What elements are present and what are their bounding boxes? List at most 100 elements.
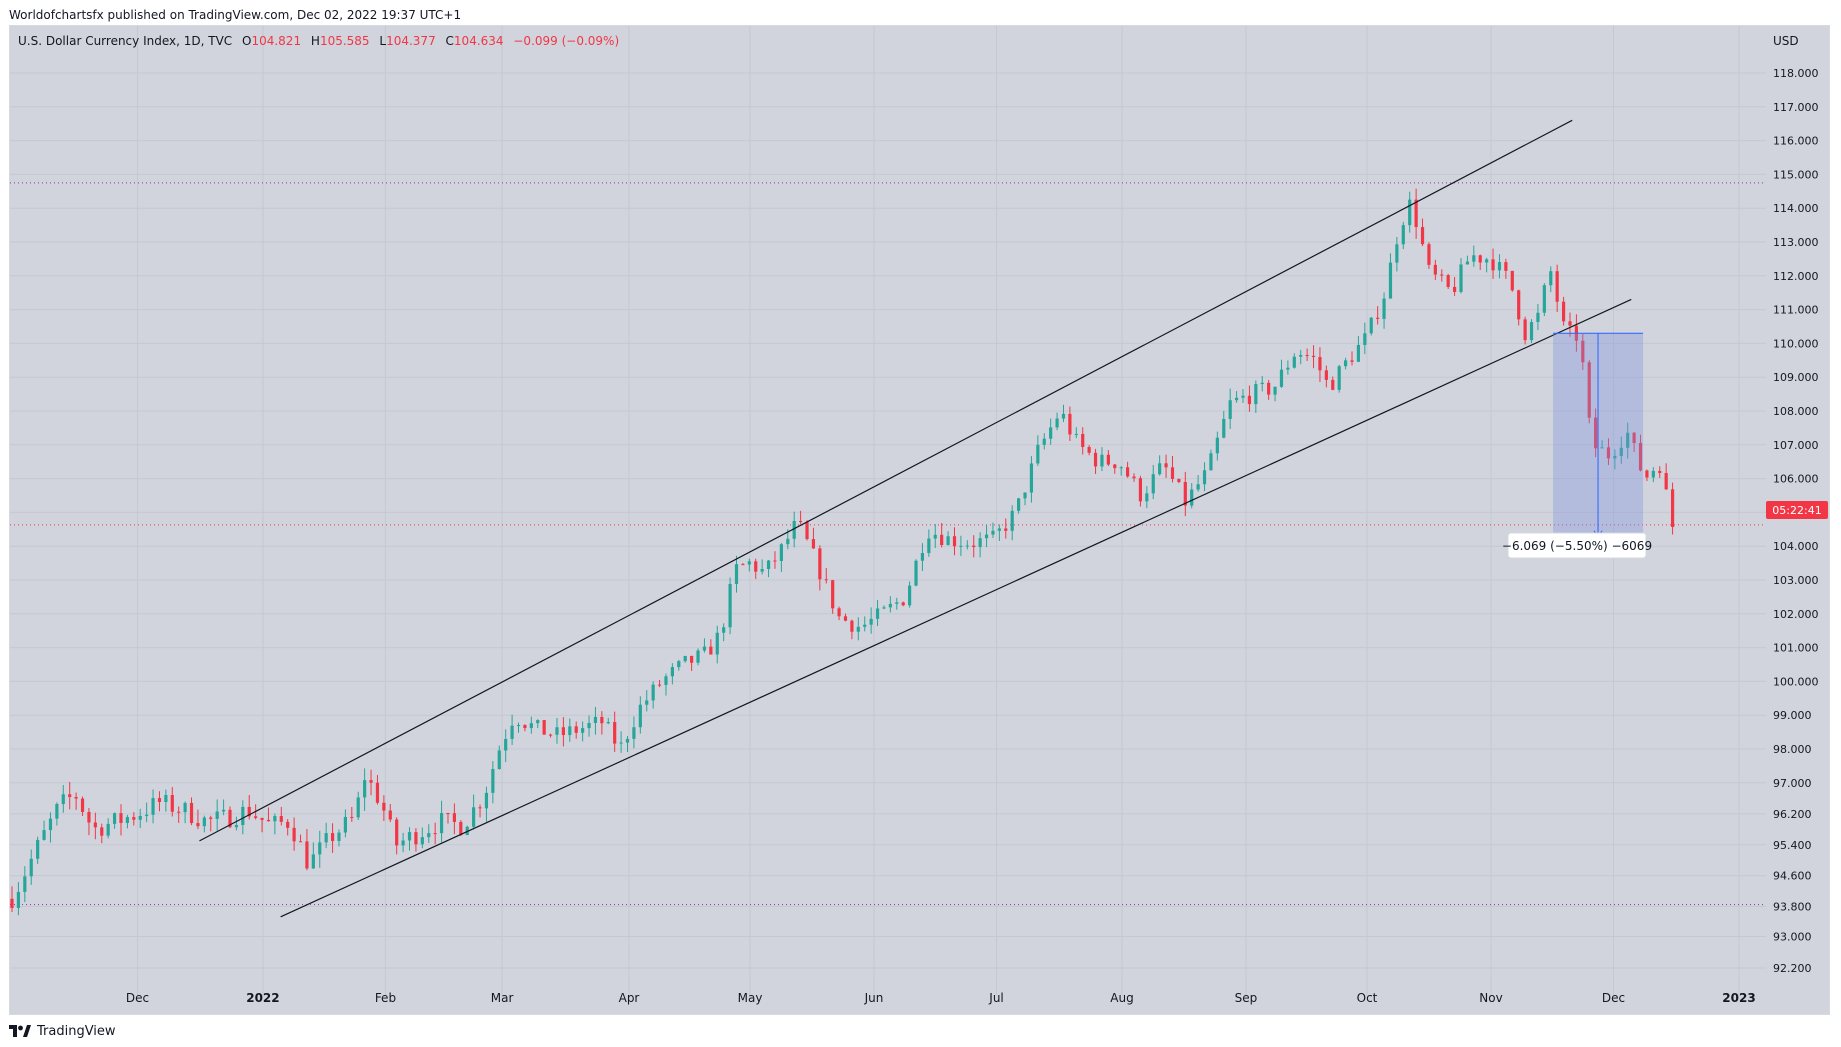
candle-body [1138,478,1143,502]
candle-body [36,839,40,859]
candle-body [824,579,828,581]
candle-body [48,818,53,831]
tradingview-logo-icon[interactable] [9,1025,31,1037]
candle-body [16,891,21,908]
candle-body [10,898,14,908]
candles [10,188,1675,916]
candle-body [247,806,251,817]
candle-body [414,832,418,845]
candle-body [1049,427,1053,439]
lower-channel-line[interactable] [280,298,1632,918]
candle-body [766,560,771,570]
candle-body [1267,382,1271,395]
candle-body [683,655,687,662]
candle-body [1478,255,1482,263]
y-tick-label: 112.000 [1773,270,1819,283]
candle-body [536,720,540,724]
y-tick-label: 106.000 [1773,473,1819,486]
candle-body [1004,528,1008,531]
trend-lines [199,119,1632,918]
y-tick-label: 100.000 [1773,675,1819,688]
candle-body [1234,397,1239,401]
x-tick-label: Feb [375,991,396,1005]
candle-body [1568,321,1572,326]
candle-body [837,608,841,617]
tradingview-brand[interactable]: TradingView [37,1023,116,1039]
candle-body [260,817,264,820]
candle-body [1504,262,1508,271]
candle-body [369,780,373,783]
candle-body [318,842,322,855]
candle-body [375,782,380,803]
chart-frame[interactable] [9,25,1830,1015]
candle-body [1343,360,1348,367]
candle-body [1286,367,1290,370]
candle-body [933,534,937,539]
candle-body [484,792,489,809]
candle-body [1350,360,1354,362]
y-tick-label: 92.200 [1773,962,1812,975]
candle-body [478,807,482,809]
candle-body [773,560,777,562]
candle-body [1132,476,1136,479]
candle-body [927,538,931,554]
candle-body [619,742,623,744]
candle-body [818,548,822,580]
candle-body [266,819,271,822]
x-tick-label: 2022 [246,991,279,1005]
candle-body [1491,259,1495,271]
candle-body [42,830,46,840]
x-tick-label: Mar [491,991,514,1005]
candle-body [901,602,905,606]
candle-body [1465,261,1470,265]
candle-body [568,726,572,736]
candle-body [747,561,751,565]
candle-body [811,539,816,549]
candle-body [1581,340,1585,363]
candle-body [177,811,181,813]
candle-body [1311,355,1316,358]
candle-body [1382,298,1386,319]
y-tick-label: 113.000 [1773,236,1819,249]
candle-body [93,822,97,828]
candle-body [1081,433,1085,448]
candle-body [895,602,899,604]
candle-body [119,813,123,823]
candle-body [1529,322,1534,341]
legend-high-value: 105.585 [320,34,370,48]
candle-body [1459,264,1463,292]
candle-body [1292,356,1296,368]
candle-body [1369,317,1373,334]
candle-body [593,716,598,723]
candle-body [221,809,226,812]
legend-change: −0.099 (−0.09%) [513,34,619,48]
candle-body [112,813,117,824]
candle-body [760,569,764,572]
candle-body [1126,467,1130,477]
candle-body [1183,482,1187,506]
x-tick-label: Sep [1235,991,1258,1005]
legend-low-label: L [379,34,386,48]
candle-body [702,646,707,651]
candle-body [74,797,78,799]
candle-body [587,722,591,729]
candle-body [1170,467,1175,479]
candle-body [234,824,239,828]
candle-body [799,520,803,523]
measure-tool [1553,332,1644,539]
candle-body [805,522,809,540]
candle-body [1087,447,1091,453]
candle-body [632,727,636,739]
candle-body [1600,447,1604,449]
candle-body [1247,395,1252,405]
y-tick-label: 107.000 [1773,439,1819,452]
upper-channel-line[interactable] [199,119,1573,842]
candle-body [1215,437,1219,454]
candle-body [1241,395,1245,398]
y-tick-label: 93.000 [1773,931,1812,944]
candle-body [279,816,283,822]
x-tick-label: Nov [1479,991,1502,1005]
y-tick-label: 116.000 [1773,135,1819,148]
candle-body [1324,370,1328,380]
